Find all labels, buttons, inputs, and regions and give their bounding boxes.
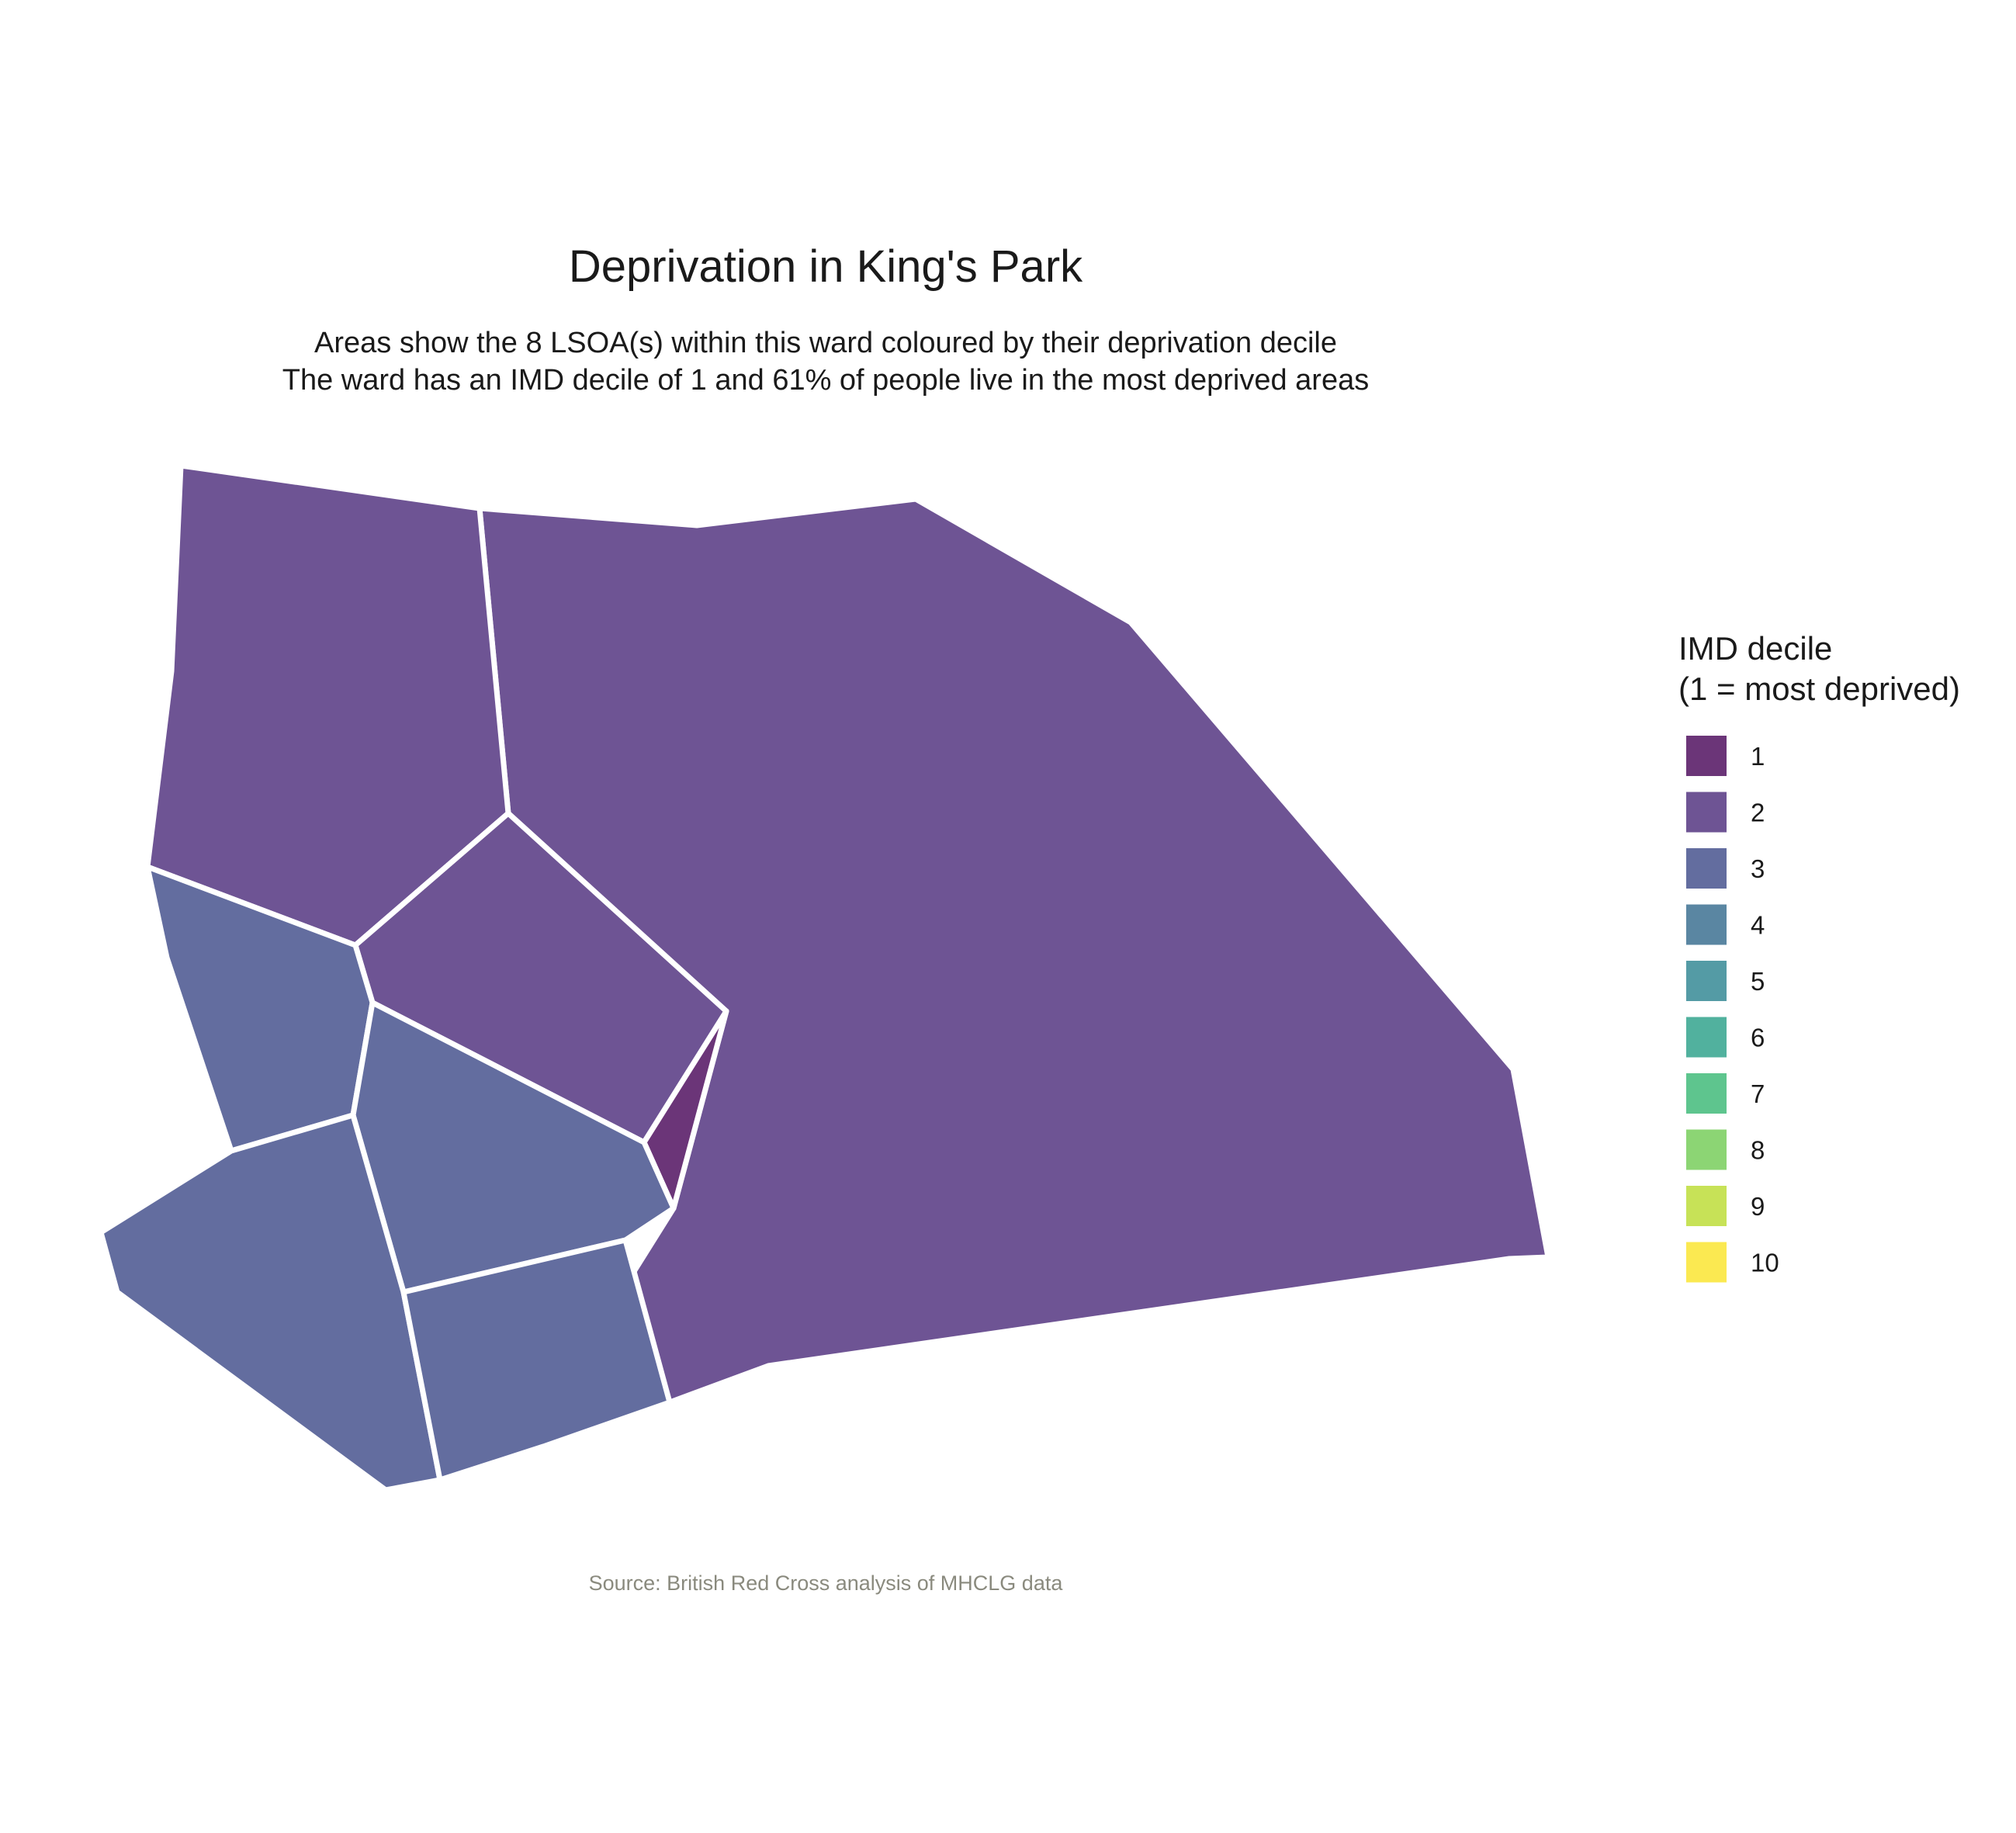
legend-swatch-3 xyxy=(1686,848,1727,889)
map-title: Deprivation in King's Park xyxy=(569,241,1083,292)
lsoa-south[interactable] xyxy=(400,1237,673,1483)
source-caption: Source: British Red Cross analysis of MH… xyxy=(589,1571,1064,1595)
lsoa-regions xyxy=(98,463,1551,1493)
legend-title-line2: (1 = most deprived) xyxy=(1678,670,1960,707)
lsoa-southwest[interactable] xyxy=(98,1112,443,1493)
legend-title-line1: IMD decile xyxy=(1678,630,1832,667)
legend-swatch-2 xyxy=(1686,792,1727,833)
legend-swatch-8 xyxy=(1686,1129,1727,1170)
legend-label-5: 5 xyxy=(1751,967,1765,996)
legend-swatch-4 xyxy=(1686,904,1727,945)
legend-swatch-7 xyxy=(1686,1073,1727,1114)
legend-label-10: 10 xyxy=(1751,1249,1779,1277)
legend-label-4: 4 xyxy=(1751,911,1765,940)
legend-label-6: 6 xyxy=(1751,1024,1765,1052)
map-subtitle-line2: The ward has an IMD decile of 1 and 61% … xyxy=(282,364,1369,397)
legend-swatch-1 xyxy=(1686,736,1727,776)
legend-label-1: 1 xyxy=(1751,742,1765,771)
legend-label-2: 2 xyxy=(1751,799,1765,827)
map-subtitle-line1: Areas show the 8 LSOA(s) within this war… xyxy=(314,327,1337,359)
legend-swatch-9 xyxy=(1686,1186,1727,1226)
legend-label-7: 7 xyxy=(1751,1079,1765,1108)
legend-label-8: 8 xyxy=(1751,1136,1765,1165)
legend-label-3: 3 xyxy=(1751,854,1765,883)
legend: 1 2 3 4 5 6 7 8 9 10 xyxy=(1686,736,1779,1283)
legend-swatch-5 xyxy=(1686,961,1727,1001)
legend-label-9: 9 xyxy=(1751,1192,1765,1221)
legend-swatch-6 xyxy=(1686,1017,1727,1058)
legend-swatch-10 xyxy=(1686,1242,1727,1283)
